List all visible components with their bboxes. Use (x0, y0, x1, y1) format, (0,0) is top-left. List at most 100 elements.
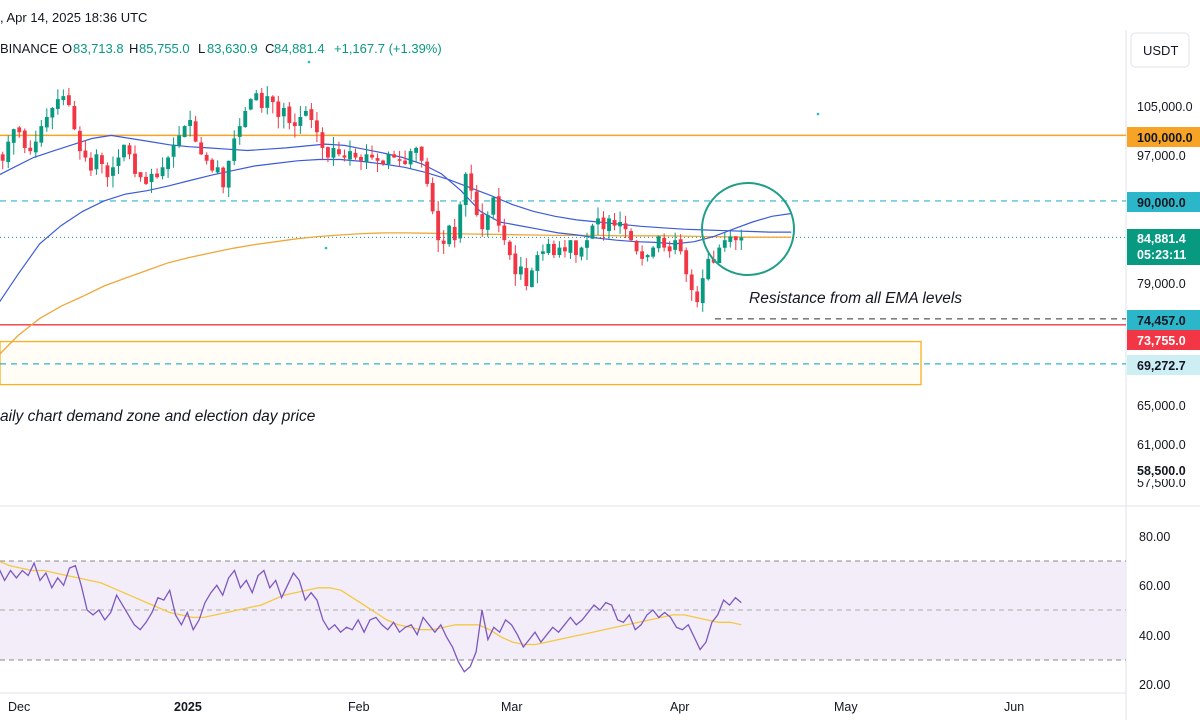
candle-body (618, 222, 622, 227)
candle-body (540, 251, 545, 254)
candle-body (722, 240, 727, 248)
candle-body (678, 239, 683, 252)
candle-body (381, 160, 385, 165)
candle-body (182, 126, 187, 138)
candle-body (270, 96, 275, 103)
candle-body (425, 161, 430, 184)
candle-body (447, 225, 452, 245)
candle-body (11, 129, 16, 143)
candle-body (0, 154, 5, 161)
candle-body (188, 119, 193, 126)
marker-dot (324, 246, 328, 250)
candle-body (480, 214, 485, 230)
candle-body (320, 132, 325, 148)
candle-body (314, 120, 319, 133)
candle-body (243, 110, 248, 127)
candle-body (408, 151, 413, 165)
candle-body (276, 101, 281, 117)
ema-200-line (0, 232, 792, 355)
time-tick: Apr (670, 700, 689, 714)
candle-body (248, 99, 253, 110)
candle-body (166, 157, 171, 170)
candle-body (210, 159, 215, 171)
candle-body (656, 236, 661, 249)
price-tick: 57,500.0 (1137, 476, 1186, 490)
candle-body (403, 160, 408, 165)
candle-body (88, 157, 93, 171)
candle-body (39, 126, 44, 143)
price-badge-last: 84,881.4 05:23:11 (1127, 229, 1200, 265)
candle-body (392, 154, 396, 158)
candle-body (667, 246, 672, 252)
time-tick: Jun (1004, 700, 1024, 714)
candle-body (717, 247, 722, 264)
resistance-annotation: Resistance from all EMA levels (749, 290, 962, 307)
price-tick: 79,000.0 (1137, 277, 1186, 291)
time-tick: Feb (348, 700, 370, 714)
candle-body (204, 154, 209, 161)
candle-body (265, 96, 270, 108)
candle-body (568, 240, 573, 253)
currency-button-label: USDT (1143, 43, 1178, 58)
price-axis: 105,000.0 97,000.0 79,000.0 65,000.0 61,… (1137, 100, 1193, 490)
candle-body (458, 204, 463, 239)
candle-body (546, 243, 551, 254)
candle-body (127, 145, 132, 155)
candle-body (623, 223, 628, 230)
close-value: 84,881.4 (274, 41, 325, 56)
marker-dot (816, 112, 820, 116)
candle-body (254, 93, 259, 101)
currency-button[interactable]: USDT (1130, 32, 1190, 68)
candle-body (199, 142, 204, 155)
candle-body (100, 155, 104, 165)
candle-body (436, 210, 441, 241)
candle-body (122, 144, 126, 158)
ohlc-row: BINANCE O 83,713.8 H 85,755.0 L 83,630.9… (0, 41, 442, 56)
candle-body (634, 240, 639, 252)
candle-body (463, 173, 468, 206)
exchange-label: BINANCE (0, 41, 58, 56)
low-label: L (198, 41, 205, 56)
price-badge-74457: 74,457.0 (1127, 310, 1200, 330)
candle-body (342, 155, 347, 158)
candle-body (375, 158, 380, 161)
price-badge-100000: 100,000.0 (1127, 127, 1200, 147)
candle-body (22, 130, 27, 148)
candle-body (303, 110, 308, 116)
candle-body (353, 152, 358, 158)
candle-body (557, 247, 562, 256)
rsi-tick: 20.00 (1139, 678, 1170, 692)
candle-body (281, 107, 286, 117)
candle-body (116, 157, 121, 166)
candle-body (44, 116, 49, 128)
candle-body (662, 238, 667, 248)
candle-body (17, 127, 22, 133)
candle-body (529, 270, 534, 287)
candlestick-series (0, 86, 744, 312)
low-value: 83,630.9 (207, 41, 258, 56)
price-tick: 105,000.0 (1137, 100, 1193, 114)
candle-body (149, 173, 154, 183)
candle-body (364, 154, 369, 162)
candle-body (596, 218, 600, 225)
time-tick: May (834, 700, 858, 714)
price-badge-58500: 58,500.0 (1127, 461, 1200, 479)
candle-body (160, 167, 165, 177)
demand-zone-annotation: aily chart demand zone and election day … (0, 408, 316, 425)
open-value: 83,713.8 (73, 41, 124, 56)
candle-body (226, 160, 231, 188)
candle-body (111, 167, 115, 176)
candle-body (563, 247, 567, 252)
candle-body (105, 165, 110, 178)
rsi-line (0, 561, 742, 673)
candle-body (28, 147, 33, 152)
high-label: H (129, 41, 138, 56)
rsi-tick: 80.00 (1139, 530, 1170, 544)
candle-body (237, 126, 242, 137)
price-badge-label: 90,000.0 (1137, 196, 1186, 210)
candle-body (292, 122, 297, 127)
marker-dot (307, 60, 311, 64)
time-tick: Dec (8, 700, 30, 714)
candle-body (524, 268, 529, 287)
